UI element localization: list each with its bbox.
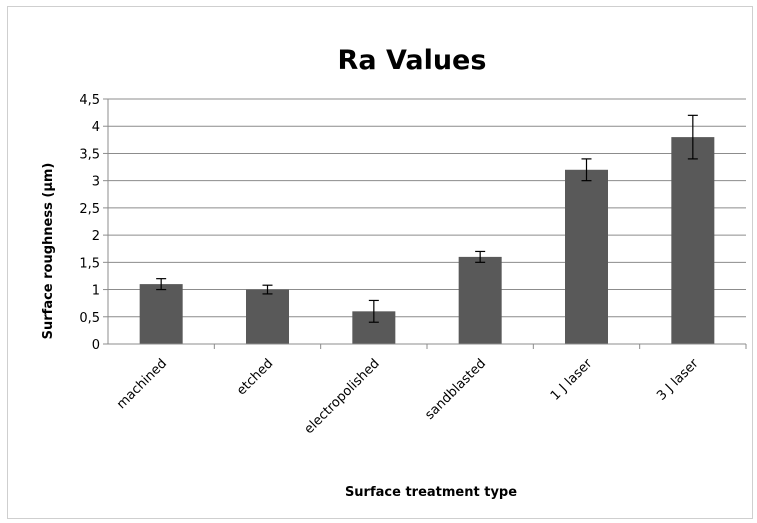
- y-tick-labels: 0 0,5 1 1,5 2 2,5 3 3,5 4 4,5: [79, 93, 100, 353]
- y-tick-label: 1: [92, 284, 100, 299]
- x-category-label: sandblasted: [422, 356, 489, 423]
- chart-title: Ra Values: [338, 45, 487, 76]
- bar: [246, 289, 289, 344]
- axes: [103, 98, 747, 349]
- y-tick-label: 0,5: [79, 311, 100, 326]
- y-tick-label: 2: [92, 229, 100, 244]
- gridlines: [108, 98, 746, 318]
- bars: [139, 114, 715, 344]
- chart-frame: Ra Values 0 0,5 1 1,5 2 2,5 3 3,5 4 4,5 machined e…: [7, 6, 753, 519]
- y-tick-label: 3,5: [79, 147, 100, 162]
- y-tick-label: 4: [92, 120, 100, 135]
- y-tick-label: 1,5: [79, 256, 100, 271]
- x-axis-title: Surface treatment type: [345, 485, 517, 500]
- x-category-label: electropolished: [302, 356, 383, 437]
- y-tick-label: 2,5: [79, 202, 100, 217]
- bar: [671, 137, 715, 344]
- bar: [458, 256, 502, 344]
- x-category-labels: machined etched electropolished sandblasted…: [114, 356, 702, 437]
- bar: [565, 169, 608, 344]
- bar: [139, 284, 183, 344]
- x-category-label: 1 J laser: [548, 356, 596, 404]
- y-axis-title: Surface roughness (µm): [41, 163, 56, 340]
- x-category-label: machined: [114, 356, 170, 412]
- x-category-label: etched: [234, 356, 276, 398]
- bar-chart: Ra Values 0 0,5 1 1,5 2 2,5 3 3,5 4 4,5 machined e…: [41, 45, 747, 500]
- x-category-label: 3 J laser: [654, 356, 702, 404]
- y-tick-label: 0: [92, 338, 100, 353]
- y-tick-label: 3: [92, 175, 100, 190]
- y-tick-label: 4,5: [79, 93, 100, 108]
